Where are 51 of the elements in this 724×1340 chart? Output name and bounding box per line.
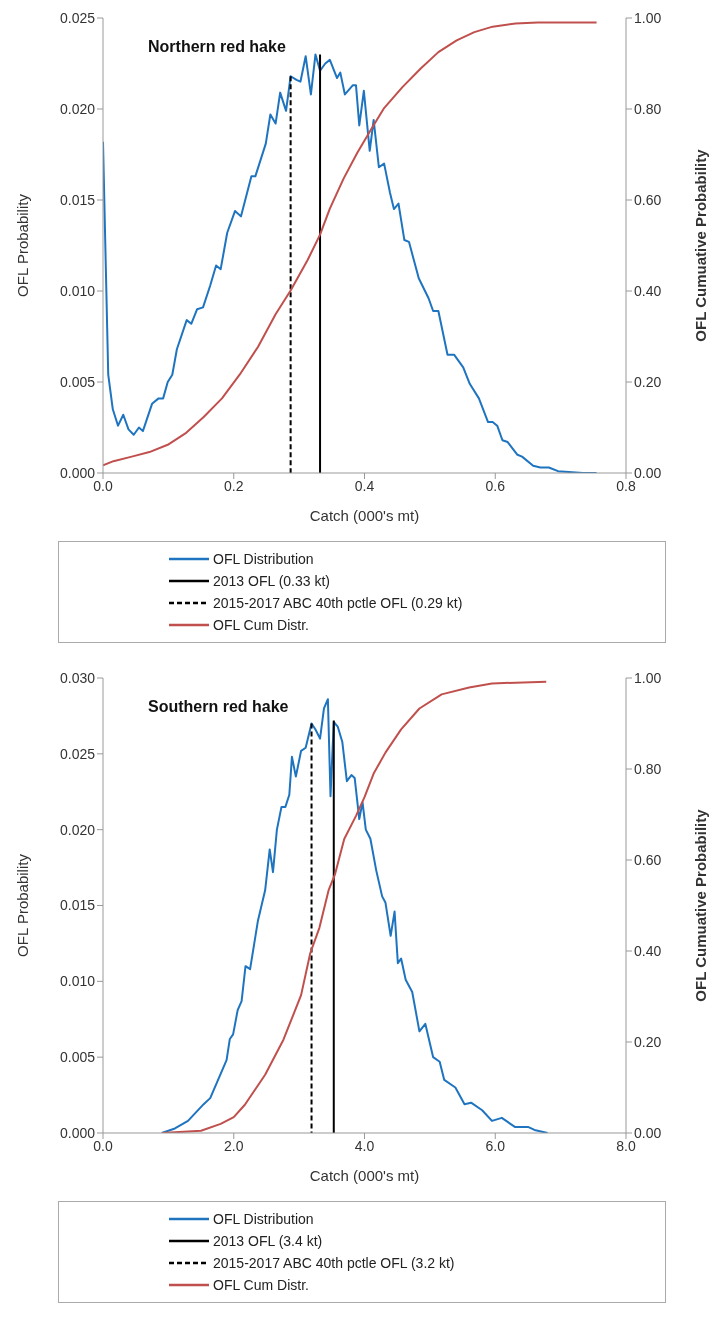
y2-tick-label: 0.00 [634,1124,662,1141]
y-axis-title: OFL Probability [14,853,32,957]
y-tick-label: 0.025 [59,9,96,26]
y-tick-label: 0.020 [59,821,96,838]
y2-tick-label: 0.60 [634,191,662,208]
x-tick-label: 0.0 [93,477,113,494]
y2-tick-label: 0.60 [634,851,662,868]
y2-axis-title: OFL Cumuative Probability [692,148,710,342]
x-tick-label: 4.0 [354,1137,375,1154]
y2-tick-label: 1.00 [634,669,662,686]
legend-label: 2013 OFL (3.4 kt) [213,1233,323,1249]
y2-tick-label: 0.00 [634,464,662,481]
y-tick-label: 0.020 [59,100,96,117]
x-tick-label: 0.2 [224,477,244,494]
y-tick-label: 0.000 [59,464,96,481]
y2-axis-title: OFL Cumuative Probability [692,808,710,1002]
y2-tick-label: 0.40 [634,942,662,959]
legend-label: 2013 OFL (0.33 kt) [213,573,330,589]
y-tick-label: 0.025 [59,745,96,762]
y-tick-label: 0.000 [59,1124,96,1141]
legend-label: OFL Cum Distr. [213,1277,309,1293]
text: Southern red hake [148,698,289,716]
y2-tick-label: 1.00 [634,9,662,26]
y2-tick-label: 0.40 [634,282,662,299]
y2-tick-label: 0.80 [634,100,662,117]
y-tick-label: 0.010 [59,973,96,990]
y-tick-label: 0.015 [59,191,96,208]
x-tick-label: 0.0 [93,1137,113,1154]
x-tick-label: 0.6 [485,477,506,494]
y2-tick-label: 0.20 [634,1033,662,1050]
x-tick-label: 0.4 [354,477,375,494]
x-axis-title: Catch (000's mt) [309,507,420,524]
legend-label: 2015-2017 ABC 40th pctle OFL (0.29 kt) [213,595,463,611]
y2-tick-label: 0.80 [634,760,662,777]
y-axis-title: OFL Probability [14,193,32,297]
y-tick-label: 0.010 [59,282,96,299]
legend-label: OFL Distribution [213,551,314,567]
y-tick-label: 0.030 [59,669,96,686]
y-tick-label: 0.005 [59,1049,96,1066]
legend-label: OFL Cum Distr. [213,617,309,633]
x-axis-title: Catch (000's mt) [309,1167,420,1184]
text: Northern red hake [148,38,286,56]
x-tick-label: 8.0 [616,1137,636,1154]
legend-label: 2015-2017 ABC 40th pctle OFL (3.2 kt) [213,1255,455,1271]
x-tick-label: 2.0 [224,1137,244,1154]
legend-label: OFL Distribution [213,1211,314,1227]
x-tick-label: 0.8 [616,477,636,494]
y2-tick-label: 0.20 [634,373,662,390]
y-tick-label: 0.005 [59,373,96,390]
x-tick-label: 6.0 [485,1137,506,1154]
y-tick-label: 0.015 [59,897,96,914]
